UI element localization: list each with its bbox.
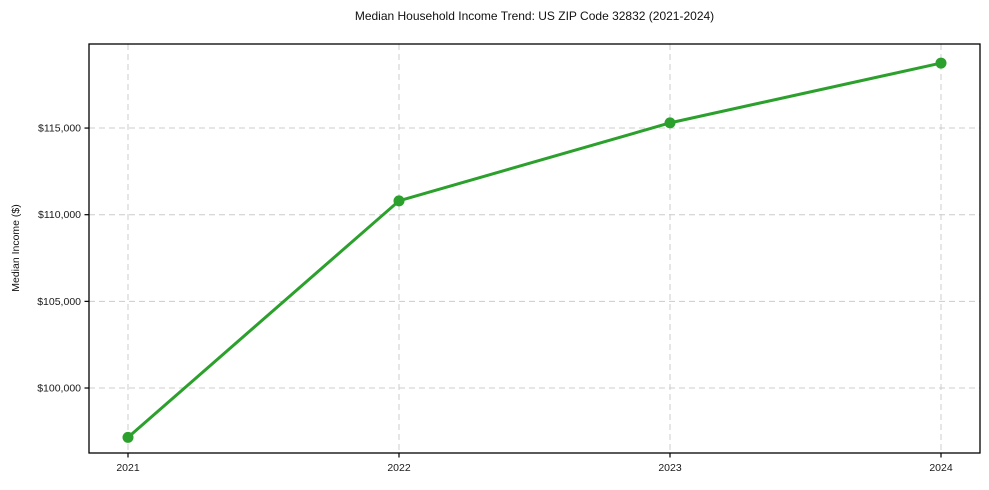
data-point: [122, 431, 134, 443]
y-tick-label: $110,000: [38, 209, 81, 221]
y-tick-label: $115,000: [38, 123, 81, 135]
x-tick-label: 2021: [116, 462, 140, 474]
chart-title: Median Household Income Trend: US ZIP Co…: [354, 9, 715, 23]
data-point: [393, 195, 405, 207]
data-point: [664, 117, 676, 129]
data-point: [935, 57, 947, 69]
x-tick-label: 2022: [387, 462, 411, 474]
x-tick-label: 2024: [929, 462, 953, 474]
x-tick-label: 2023: [658, 462, 682, 474]
y-tick-label: $105,000: [37, 296, 81, 308]
data-line: [126, 61, 943, 439]
y-tick-label: $100,000: [37, 383, 81, 395]
axes-border: [88, 43, 981, 454]
